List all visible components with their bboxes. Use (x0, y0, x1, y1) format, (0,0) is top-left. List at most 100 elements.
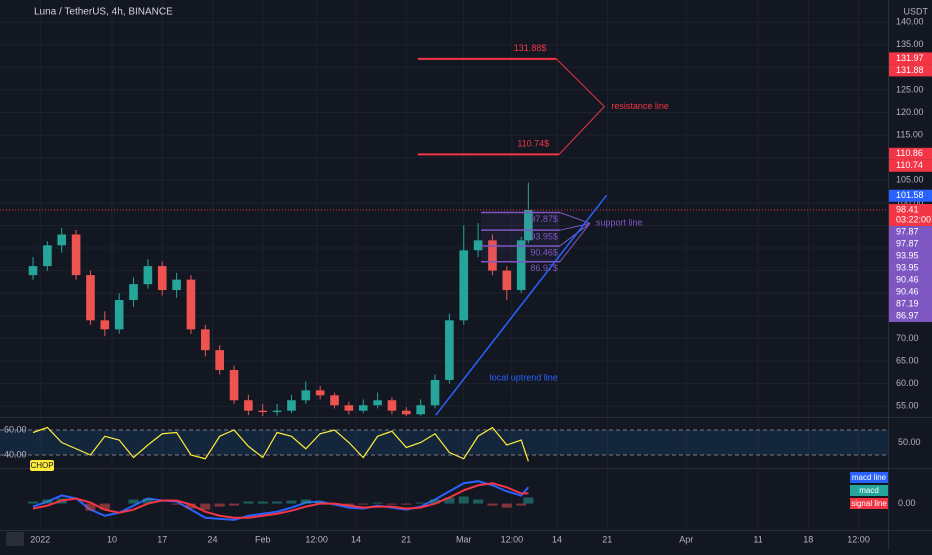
support-arrow (559, 222, 591, 247)
x-tick-label: 17 (157, 534, 167, 544)
legend-badge (850, 498, 888, 509)
price-pane: 131.88$ 110.74$ resistance line 97.87$ 93.95… (0, 21, 888, 417)
x-tick-label: 14 (351, 534, 361, 544)
candle-body (330, 395, 339, 406)
candle-body (473, 240, 483, 251)
candle-body (114, 299, 124, 330)
macd-histogram-bar (286, 500, 297, 504)
price-badge (889, 250, 932, 263)
price-badge (889, 159, 932, 172)
price-badge (889, 298, 932, 311)
chop-band (0, 430, 888, 455)
tv-logo (6, 532, 24, 546)
uptrend-line (435, 194, 608, 416)
price-badge (889, 204, 932, 227)
x-tick-label: 24 (207, 534, 217, 544)
price-badge (889, 274, 932, 287)
macd-histogram-bar (200, 503, 211, 510)
macd-histogram-bar (401, 503, 412, 505)
candle-body (315, 390, 325, 396)
price-badge-label: 90.46 (896, 286, 919, 296)
legend-label: macd (859, 486, 879, 495)
candle-body (215, 350, 224, 371)
macd-histogram-bar (444, 497, 455, 504)
macd-histogram-bar (523, 497, 534, 504)
support-level-label: 86.97$ (530, 263, 558, 273)
support-arrow (559, 222, 591, 231)
x-tick-label: Apr (679, 534, 693, 544)
x-tick-label: 18 (803, 534, 813, 544)
macd-histogram-bar (229, 503, 240, 506)
x-tick-label: 10 (107, 534, 117, 544)
x-tick-label: 2022 (30, 534, 50, 544)
macd-histogram-bar (473, 499, 484, 504)
macd-histogram-bar (128, 499, 139, 504)
macd-histogram-bar (142, 498, 153, 504)
price-badge-label: 86.97 (896, 310, 919, 320)
macd-histogram-bar (85, 503, 96, 511)
resistance-label: resistance line (611, 101, 669, 111)
x-tick-label: 11 (753, 534, 762, 544)
x-tick-label: 14 (552, 534, 562, 544)
x-tick-label: 21 (401, 534, 411, 544)
candle-body (524, 210, 533, 241)
price-badge (889, 262, 932, 275)
candle-body (258, 410, 268, 413)
chop-pane (0, 426, 888, 462)
candle-body (445, 320, 454, 380)
price-badge-label: 98.41 (896, 204, 919, 214)
y-tick-label: 135.00 (896, 39, 924, 49)
y-tick-label: 60.00 (896, 378, 919, 388)
candle-body (344, 405, 354, 411)
macd-histogram-bar (415, 502, 426, 504)
candle-body (358, 405, 368, 411)
candle-body (459, 250, 469, 321)
x-tick-label: 12:00 (847, 534, 870, 544)
price-badge-label: 93.95 (896, 262, 919, 272)
chop-tick-label: 40.00 (4, 449, 27, 459)
x-tick-label: Mar (456, 534, 472, 544)
candle-body (488, 240, 497, 271)
candle-body (143, 266, 153, 285)
macd-tick-label: 0.00 (898, 498, 916, 508)
x-tick-label: 21 (602, 534, 612, 544)
candle-body (516, 240, 526, 291)
candle-body (43, 245, 52, 267)
macd-histogram-bar (42, 499, 53, 504)
price-badge-label: 97.87 (896, 226, 919, 236)
macd-histogram-bar (272, 501, 283, 504)
candle-body (186, 279, 196, 330)
chop-badge-label: CHOP (30, 461, 53, 470)
legend-label: signal line (851, 499, 887, 508)
candle-body (301, 390, 311, 401)
macd-histogram-bar (487, 503, 498, 506)
macd-histogram-bar (372, 502, 383, 504)
y-tick-label: 100.00 (896, 197, 924, 207)
symbol-title: Luna / TetherUS, 4h, BINANCE (34, 7, 173, 18)
macd-histogram-bar (214, 503, 225, 507)
price-badge (889, 189, 932, 202)
chop-line (32, 426, 529, 462)
macd-histogram-bar (243, 501, 254, 504)
macd-histogram-bar (386, 503, 397, 505)
price-badge-label: 131.88 (896, 65, 924, 75)
x-tick-label: Feb (255, 534, 271, 544)
candle-body (430, 379, 440, 406)
price-badge-label: 110.74 (896, 160, 923, 170)
candle-body (71, 234, 81, 276)
price-badge (889, 286, 932, 299)
macd-histogram-bar (99, 503, 110, 510)
x-tick-label: 12:00 (305, 534, 328, 544)
support-level-label: 97.87$ (530, 214, 558, 224)
macd-histogram-bar (430, 499, 441, 504)
price-badge (889, 52, 932, 65)
candle-body (244, 400, 253, 411)
y-tick-label: 70.00 (896, 333, 919, 343)
macd-histogram-bar (516, 503, 527, 506)
price-badge-label: 87.19 (896, 298, 919, 308)
candle-body (502, 270, 512, 291)
resistance-arrow (558, 106, 605, 155)
y-tick-label: 120.00 (896, 107, 924, 117)
candle-body (272, 410, 282, 413)
